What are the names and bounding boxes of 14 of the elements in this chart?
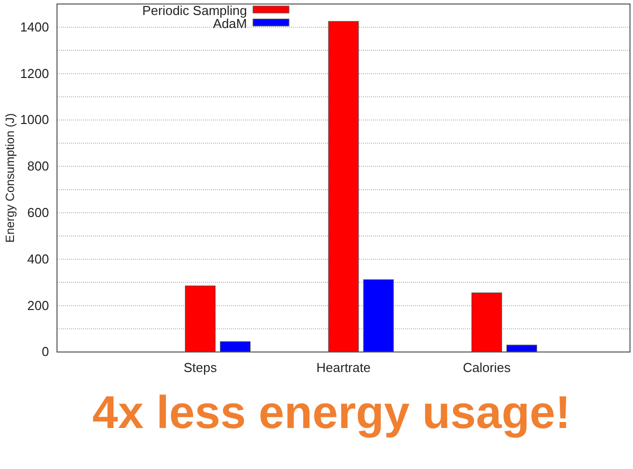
x-tick-label: Steps	[184, 360, 218, 375]
y-tick-label: 200	[27, 298, 49, 313]
y-tick-label: 1400	[20, 19, 49, 34]
y-tick-label: 800	[27, 158, 49, 174]
y-axis-title: Energy Consumption (J)	[3, 113, 17, 243]
text: 4x less energy usage!	[92, 386, 571, 438]
y-tick-label: 1200	[20, 66, 49, 81]
x-tick-label: Heartrate	[316, 360, 371, 375]
y-tick-label: 1000	[20, 112, 49, 128]
y-tick-label: 600	[27, 204, 49, 220]
x-tick-label: Calories	[462, 360, 512, 375]
legend-label: Periodic Sampling	[142, 3, 247, 18]
y-tick-label: 0	[42, 344, 49, 360]
y-tick-label: 400	[27, 251, 49, 266]
